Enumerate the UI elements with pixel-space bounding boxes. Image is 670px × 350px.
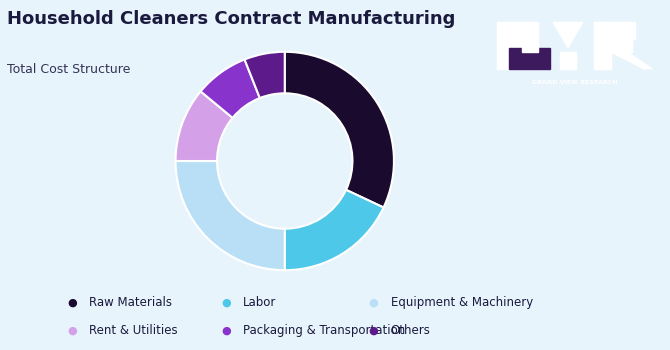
Text: Raw Materials: Raw Materials — [89, 296, 172, 309]
Text: ●: ● — [221, 326, 231, 336]
Polygon shape — [610, 52, 652, 69]
Wedge shape — [285, 190, 383, 270]
Wedge shape — [176, 161, 285, 270]
Bar — [594, 22, 635, 39]
Text: GRAND VIEW RESEARCH: GRAND VIEW RESEARCH — [532, 80, 617, 85]
Text: Rent & Utilities: Rent & Utilities — [89, 324, 178, 337]
Bar — [497, 22, 539, 69]
Text: Equipment & Machinery: Equipment & Machinery — [391, 296, 533, 309]
Wedge shape — [285, 52, 394, 208]
Text: Others: Others — [391, 324, 431, 337]
Text: ●: ● — [369, 326, 379, 336]
Bar — [559, 52, 576, 69]
Wedge shape — [176, 91, 232, 161]
Bar — [522, 42, 539, 52]
Text: Total Cost Structure: Total Cost Structure — [7, 63, 130, 76]
Text: Household Cleaners Contract Manufacturing: Household Cleaners Contract Manufacturin… — [7, 10, 455, 28]
Bar — [594, 22, 610, 69]
Wedge shape — [245, 52, 285, 98]
Bar — [608, 37, 632, 52]
Text: Packaging & Transportation: Packaging & Transportation — [243, 324, 405, 337]
Text: ●: ● — [369, 298, 379, 308]
Wedge shape — [200, 60, 260, 118]
Bar — [509, 48, 550, 69]
Text: Labor: Labor — [243, 296, 277, 309]
Text: ●: ● — [221, 298, 231, 308]
Polygon shape — [553, 22, 583, 48]
Text: ●: ● — [67, 298, 77, 308]
Text: ●: ● — [67, 326, 77, 336]
